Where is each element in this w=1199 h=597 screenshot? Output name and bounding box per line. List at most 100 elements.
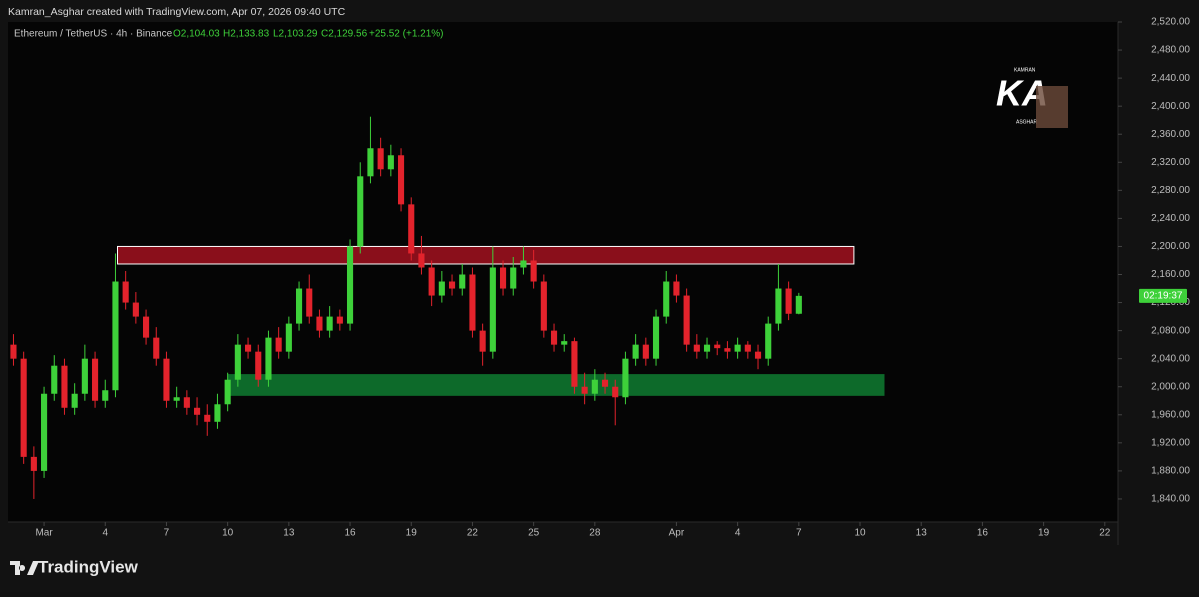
candle-body xyxy=(173,397,180,401)
candle-body xyxy=(469,274,476,331)
y-tick-label: 1,960.00 xyxy=(1151,409,1190,420)
countdown-label: 02:19:37 xyxy=(1144,290,1183,301)
candle-body xyxy=(571,341,578,387)
candle-body xyxy=(642,344,649,359)
x-tick-label: 22 xyxy=(467,528,479,539)
candle-body xyxy=(418,253,425,268)
y-tick-label: 2,360.00 xyxy=(1151,129,1190,140)
x-tick-label: 7 xyxy=(164,528,170,539)
candle-body xyxy=(785,288,792,314)
x-tick-label: 16 xyxy=(977,528,989,539)
candle-body xyxy=(61,365,68,408)
candle-body xyxy=(550,330,558,345)
x-tick-label: 22 xyxy=(1099,528,1111,539)
candle-body xyxy=(255,351,262,380)
x-tick-label: 7 xyxy=(796,528,802,539)
y-tick-label: 2,000.00 xyxy=(1151,381,1190,392)
x-tick-label: 10 xyxy=(854,528,866,539)
candle-body xyxy=(132,302,139,317)
candle-body xyxy=(703,344,711,352)
candle-body xyxy=(122,281,129,303)
candle-body xyxy=(275,337,282,352)
candle-body xyxy=(20,358,27,457)
logo: KAMRAN KA ASGHAR xyxy=(996,67,1068,128)
footer-logo: TradingView xyxy=(10,557,139,576)
candle-body xyxy=(581,386,588,394)
candle-body xyxy=(622,358,629,398)
candle-body xyxy=(765,323,772,359)
candle-body xyxy=(306,288,313,317)
candle-body xyxy=(367,148,374,177)
tv-icon xyxy=(10,561,39,575)
x-tick-label: 19 xyxy=(1038,528,1050,539)
candle-body xyxy=(479,330,486,352)
candle-body xyxy=(438,281,445,296)
y-tick-label: 2,200.00 xyxy=(1151,241,1190,252)
logo-top: KAMRAN xyxy=(1014,67,1036,73)
x-tick-label: Apr xyxy=(669,528,685,539)
y-tick-label: 2,080.00 xyxy=(1151,325,1190,336)
candle-body xyxy=(652,316,660,359)
candle-body xyxy=(244,344,252,352)
plot-area xyxy=(8,22,1118,522)
candle-body xyxy=(714,344,721,349)
y-tick-label: 2,280.00 xyxy=(1151,185,1190,196)
candle-body xyxy=(193,407,201,415)
ohlc-open: O2,104.03 xyxy=(173,29,220,40)
y-tick-label: 1,880.00 xyxy=(1151,466,1190,477)
credit: Kamran_Asghar created with TradingView.c… xyxy=(8,6,346,18)
x-tick-label: 10 xyxy=(222,528,234,539)
candle-body xyxy=(612,386,619,398)
y-tick-label: 1,840.00 xyxy=(1151,494,1190,505)
candle-body xyxy=(408,204,415,254)
x-tick-label: 4 xyxy=(735,528,741,539)
candle-body xyxy=(265,337,272,380)
y-tick-label: 2,040.00 xyxy=(1151,353,1190,364)
candle-body xyxy=(336,316,343,324)
ohlc-high: H2,133.83 xyxy=(223,29,270,40)
ohlc-close: C2,129.56 xyxy=(321,29,368,40)
candle-body xyxy=(734,344,741,352)
candle-body xyxy=(673,281,680,296)
candle-body xyxy=(295,288,303,324)
candle-body xyxy=(775,288,782,324)
candle-body xyxy=(724,348,731,352)
y-tick-label: 2,520.00 xyxy=(1151,17,1190,28)
candle-body xyxy=(377,148,384,170)
candle-body xyxy=(346,246,354,324)
x-tick-label: 13 xyxy=(283,528,295,539)
x-tick-label: 19 xyxy=(406,528,418,539)
candle-body xyxy=(795,295,802,314)
x-tick-label: 25 xyxy=(528,528,540,539)
candle-body xyxy=(693,344,700,352)
zone xyxy=(227,374,885,396)
candle-body xyxy=(601,379,609,387)
y-tick-label: 2,440.00 xyxy=(1151,73,1190,84)
x-tick-label: 4 xyxy=(102,528,108,539)
y-tick-label: 2,480.00 xyxy=(1151,45,1190,56)
candle-body xyxy=(561,341,568,345)
x-tick-label: 28 xyxy=(589,528,601,539)
candle-body xyxy=(663,281,670,317)
candle-body xyxy=(632,344,639,359)
ohlc-low: L2,103.29 xyxy=(273,29,318,40)
candle-body xyxy=(397,155,405,205)
candle-body xyxy=(224,379,231,405)
candle-body xyxy=(285,323,292,352)
candle-body xyxy=(316,316,323,331)
symbol: Ethereum / TetherUS · 4h · Binance xyxy=(14,29,173,40)
candle-body xyxy=(234,344,241,380)
candle-body xyxy=(102,390,109,401)
zone xyxy=(117,245,855,265)
candle-body xyxy=(30,456,37,471)
logo-bottom: ASGHAR xyxy=(1016,119,1038,125)
x-tick-label: 13 xyxy=(916,528,928,539)
y-tick-label: 1,920.00 xyxy=(1151,437,1190,448)
price-label-box xyxy=(1139,288,1187,303)
candle-body xyxy=(81,358,88,394)
candle-body xyxy=(744,344,751,352)
y-tick-label: 2,160.00 xyxy=(1151,269,1190,280)
y-tick-label: 2,240.00 xyxy=(1151,213,1190,224)
candle-body xyxy=(41,393,48,471)
